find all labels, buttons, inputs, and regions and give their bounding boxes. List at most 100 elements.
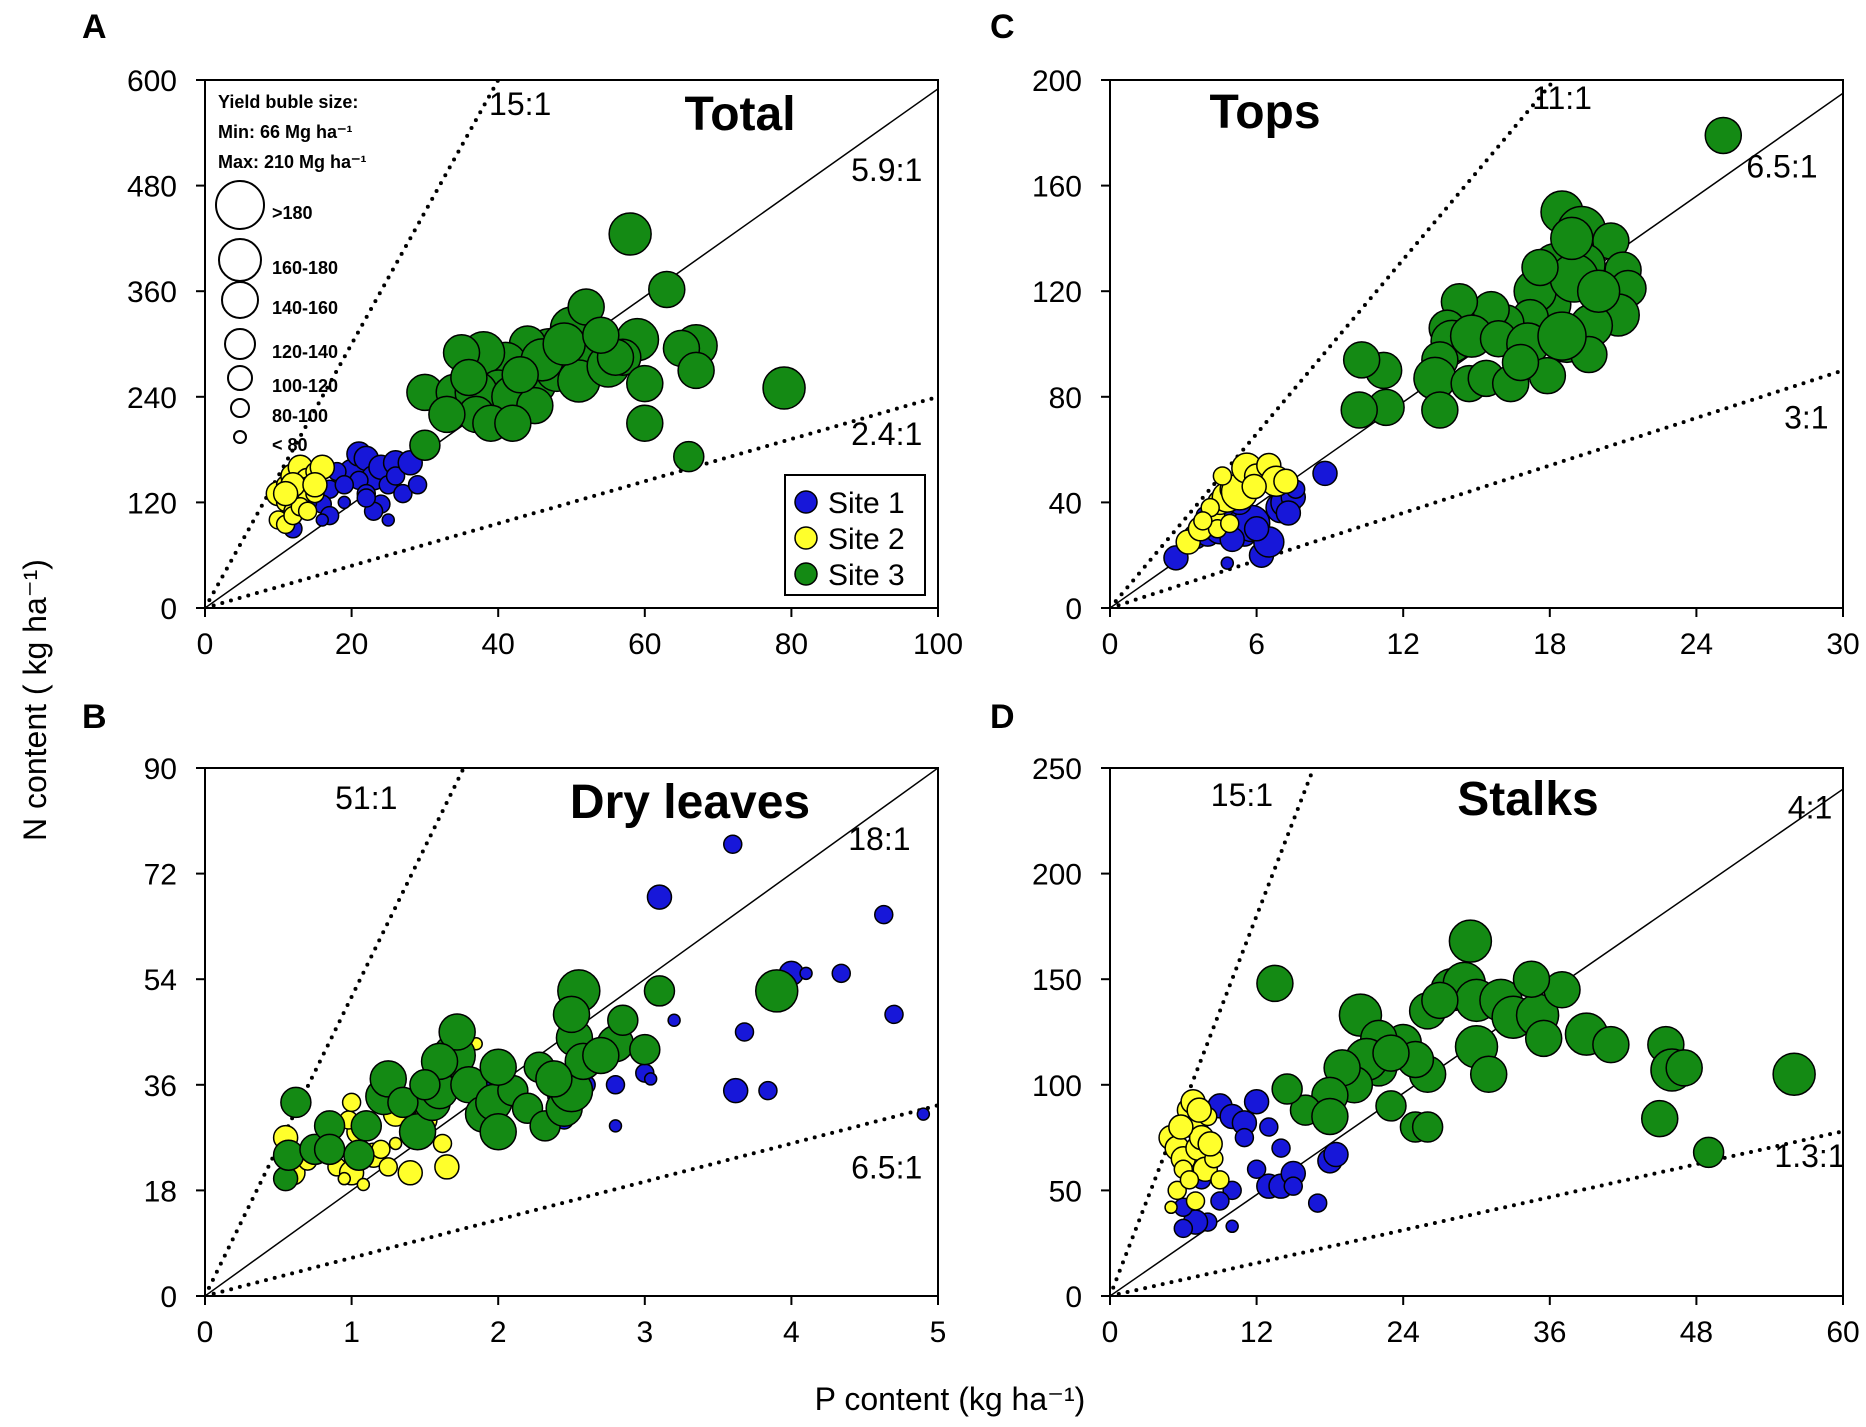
size-class-label: 120-140 bbox=[272, 342, 338, 362]
site1-point bbox=[1220, 556, 1235, 570]
y-tick-label: 160 bbox=[1032, 171, 1082, 204]
bubbles bbox=[1158, 919, 1816, 1239]
site3-point bbox=[762, 366, 806, 410]
x-tick-label: 24 bbox=[1680, 628, 1713, 661]
site3-point bbox=[1537, 311, 1587, 361]
size-class-label: >180 bbox=[272, 203, 313, 223]
site2-point bbox=[356, 1177, 371, 1192]
site1-point bbox=[874, 904, 894, 925]
site2-point bbox=[1167, 1180, 1187, 1201]
site2-point bbox=[378, 1157, 398, 1177]
y-tick-label: 0 bbox=[160, 593, 177, 626]
x-tick-label: 1 bbox=[343, 1316, 360, 1349]
ratio-line-6_5-1 bbox=[205, 1103, 938, 1296]
x-tick-label: 48 bbox=[1680, 1316, 1713, 1349]
panel-title: Total bbox=[684, 88, 795, 141]
size-legend-max: Max: 210 Mg ha⁻¹ bbox=[218, 152, 367, 172]
site1-point bbox=[1283, 1176, 1303, 1196]
site3-point bbox=[626, 404, 664, 442]
panel-letter: A bbox=[82, 8, 107, 46]
y-axis-title: N content ( kg ha⁻¹) bbox=[17, 559, 53, 841]
x-tick-label: 0 bbox=[1102, 628, 1119, 661]
site3-point bbox=[542, 322, 586, 366]
x-tick-label: 4 bbox=[783, 1316, 800, 1349]
ratio-line-1_3-1 bbox=[1110, 1129, 1843, 1296]
site3-point bbox=[1501, 343, 1540, 382]
plot-frame bbox=[1109, 79, 1844, 609]
site1-point bbox=[381, 513, 395, 527]
site1-point bbox=[884, 1004, 904, 1025]
site2-point bbox=[388, 1136, 403, 1151]
site3-point bbox=[677, 351, 715, 390]
x-tick-label: 5 bbox=[930, 1316, 947, 1349]
y-tick-label: 54 bbox=[144, 964, 177, 997]
legend-label-site3: Site 3 bbox=[828, 559, 905, 592]
site3-point bbox=[1512, 960, 1551, 998]
x-tick-label: 60 bbox=[1826, 1316, 1859, 1349]
x-tick-label: 20 bbox=[335, 628, 368, 661]
panel-stalks: D Stalks 15:1 4:1 1.3:1 0 12 24 36 48 60 0 50 100 150 2… bbox=[990, 698, 1860, 1349]
size-legend-min: Min: 66 Mg ha⁻¹ bbox=[218, 122, 353, 142]
site3-point bbox=[1421, 981, 1459, 1020]
size-class-label: 100-120 bbox=[272, 376, 338, 396]
site2-point bbox=[434, 1154, 460, 1180]
ratio-line-11-1 bbox=[1110, 80, 1557, 608]
y-tick-label: 250 bbox=[1032, 753, 1082, 786]
size-legend-title: Yield buble size: bbox=[218, 92, 358, 112]
size-class-bubble bbox=[224, 328, 256, 360]
site1-point bbox=[1225, 1219, 1239, 1234]
site1-point bbox=[315, 513, 330, 527]
x-tick-label: 40 bbox=[482, 628, 515, 661]
site3-point bbox=[1704, 116, 1743, 155]
site3-point bbox=[1340, 391, 1378, 429]
site1-point bbox=[916, 1107, 931, 1121]
x-tick-label: 0 bbox=[197, 1316, 214, 1349]
site1-point bbox=[799, 966, 813, 981]
site1-point bbox=[758, 1080, 778, 1101]
x-tick-label: 30 bbox=[1826, 628, 1859, 661]
x-tick-label: 0 bbox=[197, 628, 214, 661]
site3-point bbox=[1550, 216, 1594, 261]
site1-point bbox=[1210, 1191, 1230, 1211]
size-class-bubble bbox=[227, 365, 253, 391]
site3-point bbox=[1641, 1099, 1679, 1138]
site3-point bbox=[535, 1060, 573, 1098]
site3-point bbox=[643, 975, 676, 1007]
ratio-label: 2.4:1 bbox=[851, 416, 922, 452]
y-tick-label: 240 bbox=[127, 382, 177, 415]
site1-point bbox=[605, 1075, 626, 1095]
site3-point bbox=[1592, 1025, 1630, 1064]
site3-point bbox=[648, 270, 686, 309]
y-tick-label: 120 bbox=[127, 487, 177, 520]
site3-point bbox=[1256, 964, 1294, 1003]
bubbles bbox=[265, 212, 806, 539]
panel-tops: C Tops 11:1 6.5:1 3:1 0 6 12 18 24 30 0 40 80 120 160 20… bbox=[990, 8, 1860, 661]
panel-title: Dry leaves bbox=[570, 776, 810, 829]
x-tick-label: 100 bbox=[913, 628, 963, 661]
site3-point bbox=[272, 1139, 305, 1171]
site3-point bbox=[1311, 1097, 1349, 1136]
site2-point bbox=[1210, 1170, 1230, 1190]
site2-point bbox=[432, 1133, 453, 1154]
site2-point bbox=[1179, 1170, 1200, 1190]
panel-total: A Total 15:1 5.9:1 2.4:1 0 20 40 60 80 100 0 120 240 3… bbox=[82, 8, 963, 661]
site3-point bbox=[1576, 269, 1621, 313]
site3-point bbox=[387, 1086, 419, 1119]
site2-point bbox=[1164, 1200, 1178, 1215]
site3-point bbox=[582, 1036, 620, 1075]
site2-point bbox=[1197, 1131, 1223, 1157]
panel-title: Tops bbox=[1209, 86, 1320, 139]
ratio-line-3-1 bbox=[1110, 368, 1843, 608]
site1-point bbox=[1243, 1088, 1270, 1115]
site3-point bbox=[428, 395, 466, 434]
site1-point bbox=[734, 1022, 755, 1042]
x-tick-label: 2 bbox=[490, 1316, 507, 1349]
site2-point bbox=[397, 1160, 423, 1186]
site3-point bbox=[343, 1139, 375, 1171]
ratio-label: 6.5:1 bbox=[851, 1150, 922, 1186]
y-tick-label: 360 bbox=[127, 276, 177, 309]
site2-point bbox=[1241, 473, 1267, 500]
site3-point bbox=[313, 1133, 346, 1166]
site3-point bbox=[1411, 1111, 1444, 1143]
site3-point bbox=[1692, 1136, 1725, 1169]
